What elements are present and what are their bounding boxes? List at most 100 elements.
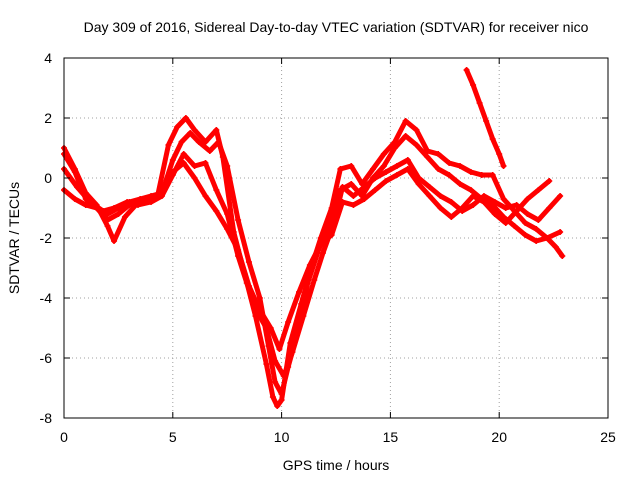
data-point xyxy=(296,289,303,295)
data-point xyxy=(413,142,420,148)
data-point xyxy=(393,163,400,169)
data-point xyxy=(187,130,194,136)
data-point xyxy=(121,214,128,220)
data-point xyxy=(104,217,111,223)
data-point xyxy=(202,193,209,199)
data-point xyxy=(513,208,520,214)
data-point xyxy=(245,259,252,265)
data-point xyxy=(404,157,411,163)
data-point xyxy=(435,151,442,157)
data-point xyxy=(446,160,453,166)
data-point xyxy=(402,118,409,124)
data-point xyxy=(174,124,181,130)
data-point xyxy=(544,235,551,241)
data-point xyxy=(328,232,335,238)
data-point xyxy=(391,139,398,145)
data-point xyxy=(500,196,507,202)
data-point xyxy=(339,184,346,190)
data-point xyxy=(202,160,209,166)
data-point xyxy=(522,220,529,226)
data-point xyxy=(426,184,433,190)
data-point xyxy=(272,379,279,385)
x-tick-label: 15 xyxy=(383,429,399,445)
data-point xyxy=(524,196,531,202)
data-point xyxy=(557,229,564,235)
data-point xyxy=(457,181,464,187)
data-point xyxy=(522,232,529,238)
data-point xyxy=(448,214,455,220)
data-point xyxy=(524,211,531,217)
axis-ticks xyxy=(63,57,609,419)
data-point xyxy=(391,145,398,151)
data-point xyxy=(337,166,344,172)
data-point xyxy=(311,277,318,283)
data-point xyxy=(169,169,176,175)
data-point xyxy=(470,202,477,208)
data-point xyxy=(470,193,477,199)
data-point xyxy=(148,199,155,205)
data-point xyxy=(115,205,122,211)
data-point xyxy=(361,184,368,190)
data-point xyxy=(115,211,122,217)
x-tick-label: 20 xyxy=(491,429,507,445)
data-point xyxy=(111,238,118,244)
data-point xyxy=(245,283,252,289)
data-point xyxy=(274,403,281,409)
data-point xyxy=(235,217,242,223)
data-point xyxy=(202,139,209,145)
y-tick-label: -6 xyxy=(40,350,53,366)
data-point xyxy=(552,244,559,250)
x-tick-label: 25 xyxy=(600,429,616,445)
data-point xyxy=(415,181,422,187)
data-point xyxy=(350,193,357,199)
data-point xyxy=(502,220,509,226)
chart-title: Day 309 of 2016, Sidereal Day-to-day VTE… xyxy=(84,19,589,35)
data-point xyxy=(533,226,540,232)
data-point xyxy=(502,205,509,211)
data-point xyxy=(546,178,553,184)
data-point xyxy=(448,199,455,205)
y-axis-label: SDTVAR / TECUs xyxy=(6,182,22,294)
data-point xyxy=(126,199,133,205)
data-point xyxy=(380,163,387,169)
data-point xyxy=(300,313,307,319)
data-point xyxy=(82,202,89,208)
data-point xyxy=(306,262,313,268)
data-point xyxy=(437,193,444,199)
data-point xyxy=(348,163,355,169)
data-point xyxy=(215,139,222,145)
y-tick-label: -8 xyxy=(40,410,53,426)
data-point xyxy=(180,160,187,166)
data-point xyxy=(404,166,411,172)
data-point xyxy=(269,394,276,400)
data-point xyxy=(559,253,566,259)
data-point xyxy=(263,361,270,367)
data-point xyxy=(470,82,477,88)
data-point xyxy=(496,151,503,157)
data-point xyxy=(446,172,453,178)
plot-series xyxy=(61,67,566,409)
data-point xyxy=(285,319,292,325)
data-point xyxy=(206,148,213,154)
data-point xyxy=(369,166,376,172)
data-point xyxy=(459,205,466,211)
data-point xyxy=(491,211,498,217)
y-tick-label: 4 xyxy=(44,50,52,66)
data-point xyxy=(500,163,507,169)
data-point xyxy=(289,349,296,355)
data-point xyxy=(463,67,470,73)
data-point xyxy=(402,133,409,139)
data-point xyxy=(137,196,144,202)
data-point xyxy=(195,139,202,145)
data-point xyxy=(557,193,564,199)
data-point xyxy=(235,247,242,253)
data-point xyxy=(224,163,231,169)
data-point xyxy=(437,205,444,211)
y-tick-label: -4 xyxy=(40,290,53,306)
data-point xyxy=(165,142,172,148)
data-point xyxy=(435,166,442,172)
data-point xyxy=(213,208,220,214)
data-point xyxy=(480,199,487,205)
data-point xyxy=(182,115,189,121)
data-point xyxy=(533,238,540,244)
